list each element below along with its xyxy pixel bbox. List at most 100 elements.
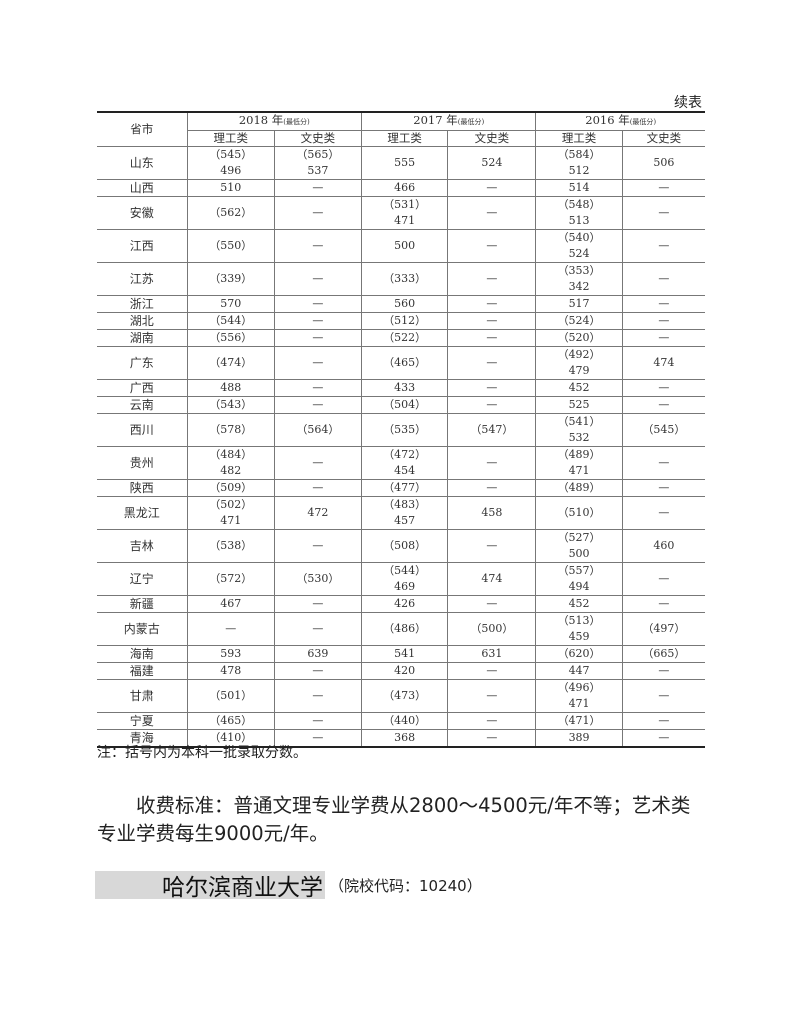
score-cell: — [447, 329, 537, 347]
score-cell: （550） [186, 229, 275, 263]
score-cell: 541 [361, 645, 449, 663]
score-cell: 447 [535, 662, 623, 680]
score-cell: （500） [447, 612, 537, 646]
score-cell: — [273, 196, 363, 230]
score-cell: 389 [535, 729, 623, 748]
score-cell: （410） [186, 729, 275, 748]
score-cell: — [447, 196, 537, 230]
score-cell: 458 [447, 496, 537, 530]
table-row: 浙江 570—560—517— [97, 295, 705, 313]
province-cell: 新疆 [97, 595, 188, 613]
table-row: 广东 （474） — （465） — （492） 479 474 [97, 346, 705, 380]
score-cell: 420 [361, 662, 449, 680]
score-cell: — [273, 446, 363, 480]
score-cell: — [621, 312, 705, 330]
province-cell: 云南 [97, 396, 188, 414]
score-cell: （544） [186, 312, 275, 330]
score-cell: — [621, 496, 705, 530]
score-cell: 460 [621, 529, 705, 563]
score-cell: （509） [186, 479, 275, 497]
score-cell: （531） 471 [361, 196, 449, 230]
score-cell: 514 [535, 179, 623, 197]
table-row: 辽宁 （572） （530） （544） 469 474 （557） 494— [97, 562, 705, 596]
score-cell: （473） [361, 679, 449, 713]
score-cell: （556） [186, 329, 275, 347]
score-cell: — [447, 396, 537, 414]
table-row: 吉林 （538） — （508） — （527） 500 460 [97, 529, 705, 563]
score-cell: — [621, 262, 705, 296]
table-row: 内蒙古 — — （486） （500） （513） 459 （497） [97, 612, 705, 646]
score-cell: — [273, 312, 363, 330]
score-cell: — [273, 679, 363, 713]
score-cell: — [447, 312, 537, 330]
score-cell: — [621, 295, 705, 313]
score-cell: — [273, 379, 363, 397]
score-cell: — [447, 729, 537, 748]
score-cell: （540） 524 [535, 229, 623, 263]
category-header-row: 理工类 文史类 理工类 文史类 理工类 文史类 [97, 130, 705, 147]
score-cell: 474 [447, 562, 537, 596]
score-cell: — [447, 179, 537, 197]
province-cell: 山东 [97, 146, 188, 180]
year-label: 2017 年 [413, 113, 458, 127]
score-cell: （489） [535, 479, 623, 497]
score-cell: （535） [361, 413, 449, 447]
table-row: 江苏 （339） — （333） — （353） 342— [97, 262, 705, 296]
score-cell: 506 [621, 146, 705, 180]
score-cell: — [621, 179, 705, 197]
table-note: 注：括号内为本科一批录取分数。 [97, 745, 307, 761]
score-cell: （520） [535, 329, 623, 347]
score-cell: （538） [186, 529, 275, 563]
table-row: 甘肃 （501） — （473） — （496） 471— [97, 679, 705, 713]
score-cell: （440） [361, 712, 449, 730]
score-cell: （527） 500 [535, 529, 623, 563]
university-name: 哈尔滨商业大学 [95, 871, 325, 901]
table-row: 江西 （550） —500— （540） 524— [97, 229, 705, 263]
score-cell: 639 [273, 645, 363, 663]
category-header: 理工类 [535, 130, 623, 147]
score-cell: 570 [186, 295, 275, 313]
table-row: 湖南 （556） — （522） — （520） — [97, 329, 705, 347]
table-row: 山东 （545） 496 （565） 537 555 524 （584） 512 506 [97, 146, 705, 180]
province-cell: 广东 [97, 346, 188, 380]
year-header-2018: 2018 年(最低分) [186, 111, 363, 131]
score-cell: （333） [361, 262, 449, 296]
score-cell: （564） [273, 413, 363, 447]
province-cell: 江苏 [97, 262, 188, 296]
score-cell: （557） 494 [535, 562, 623, 596]
province-cell: 甘肃 [97, 679, 188, 713]
score-cell: — [273, 396, 363, 414]
score-cell: （545） [621, 413, 705, 447]
year-note: (最低分) [283, 118, 310, 126]
score-cell: （665） [621, 645, 705, 663]
province-cell: 陕西 [97, 479, 188, 497]
score-cell: — [273, 595, 363, 613]
score-cell: （548） 513 [535, 196, 623, 230]
score-cell: 478 [186, 662, 275, 680]
province-cell: 宁夏 [97, 712, 188, 730]
province-cell: 吉林 [97, 529, 188, 563]
score-cell: — [186, 612, 275, 646]
score-cell: — [621, 379, 705, 397]
score-cell: 472 [273, 496, 363, 530]
score-cell: 368 [361, 729, 449, 748]
category-header: 理工类 [361, 130, 449, 147]
score-cell: （477） [361, 479, 449, 497]
score-cell: 593 [186, 645, 275, 663]
table-row: 山西 510—466—514— [97, 179, 705, 197]
score-cell: 474 [621, 346, 705, 380]
score-cell: 433 [361, 379, 449, 397]
table-row: 宁夏 （465） — （440） — （471） — [97, 712, 705, 730]
province-cell: 海南 [97, 645, 188, 663]
score-cell: （508） [361, 529, 449, 563]
score-cell: — [447, 479, 537, 497]
table-row: 新疆 467—426—452— [97, 595, 705, 613]
score-cell: — [621, 562, 705, 596]
score-cell: — [273, 295, 363, 313]
score-cell: — [273, 729, 363, 748]
score-cell: — [273, 229, 363, 263]
table-row: 湖北 （544） — （512） — （524） — [97, 312, 705, 330]
score-cell: 466 [361, 179, 449, 197]
score-cell: — [447, 295, 537, 313]
score-cell: （492） 479 [535, 346, 623, 380]
